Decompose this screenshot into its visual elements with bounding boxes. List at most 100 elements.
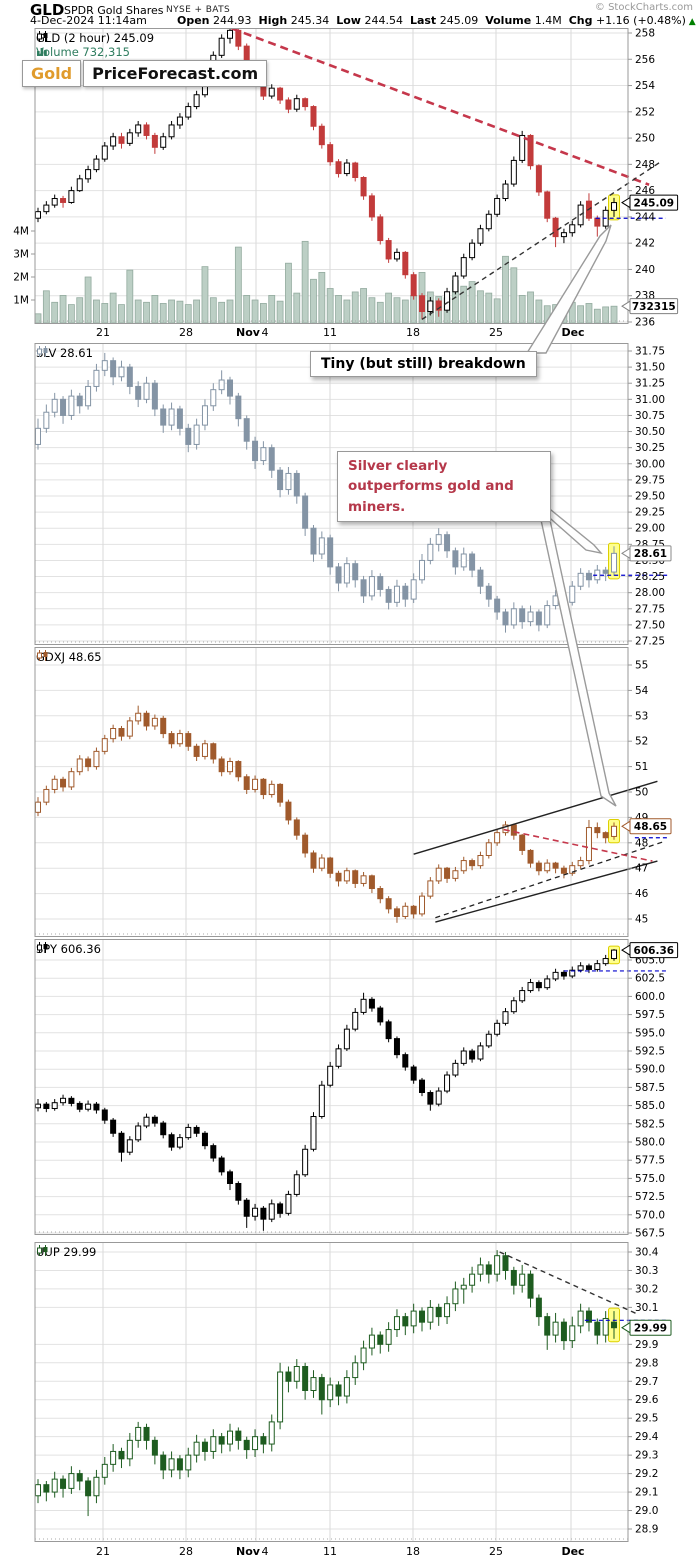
gld-y-tick: 258 [635,28,655,40]
x-axis-label: 11 [323,1545,337,1558]
uup-y-tick: 30.2 [635,1283,658,1295]
uup-y-tick: 29.2 [635,1468,658,1480]
uup-y-tick: 29.8 [635,1357,658,1369]
x-axis-label: Dec [561,326,585,339]
slv-y-tick: 30.50 [635,426,665,438]
gld-y-tick: 246 [635,185,655,197]
slv-y-tick: 31.75 [635,346,665,358]
copyright: © StockCharts.com [594,2,693,13]
slv-y-tick: 31.50 [635,362,665,374]
quote-field-value: 1.4M [531,14,562,27]
x-axis-label: 11 [323,326,337,339]
spy-y-tick: 597.5 [635,1009,665,1021]
gld-y-tick: 256 [635,54,655,66]
gdxj-y-tick: 47 [635,863,648,875]
uup-panel: 30.4 30.3 30.2 30.1 29.9 29.8 29.7 29.6 29.5 29.4… [34,1242,672,1542]
slv-y-tick: 28.25 [635,571,665,583]
svg-text:606.36: 606.36 [634,945,675,957]
slv-y-tick: 29.75 [635,474,665,486]
spy-legend-label: SPY 606.36 [36,942,101,956]
spy-y-tick: 602.5 [635,973,665,985]
uup-y-tick: 30.3 [635,1265,658,1277]
slv-y-tick: 30.00 [635,458,665,470]
gdxj-y-tick: 48 [635,837,648,849]
quote-field-label: High [258,14,288,27]
volume-icon [37,47,47,56]
change-up-icon: ▲ [685,17,696,27]
gld-y-tick: 236 [635,317,655,327]
quote-strip: Open 244.93 High 245.34 Low 244.54 Last 245… [170,14,696,27]
spy-y-tick: 577.5 [635,1155,665,1167]
x-axis-label: 18 [406,1545,420,1558]
slv-legend: SLV 28.61 [36,346,93,360]
gld-y-tick: 244 [635,211,655,223]
symbol-name: SPDR Gold Shares [64,4,164,17]
uup-legend: UUP 29.99 [36,1245,96,1259]
gdxj-legend: GDXJ 48.65 [36,650,102,664]
quote-datetime: 4-Dec-2024 11:14am [30,14,147,27]
quote-field-value: 244.93 [209,14,252,27]
gld-legend: GLD (2 hour) 245.09 [36,31,154,45]
gdxj-y-tick: 54 [635,685,649,697]
slv-y-tick: 29.25 [635,507,665,519]
quote-field-label: Low [336,14,361,27]
x-axis-label: 4 [261,326,269,339]
x-axis-label: 18 [406,326,420,339]
uup-y-tick: 30.4 [635,1247,659,1259]
slv-legend-label: SLV 28.61 [36,346,93,360]
volume-y-tick: 4M [13,226,29,238]
slv-y-tick: 30.75 [635,410,665,422]
slv-y-tick: 27.25 [635,636,665,648]
svg-text:29.99: 29.99 [634,1323,667,1335]
volume-y-tick: 2M [13,272,29,284]
quote-field-label: Last [409,14,437,27]
spy-y-tick: 585.0 [635,1100,665,1112]
gdxj-price-tag: 48.65 [621,818,672,835]
uup-price-tag: 29.99 [621,1319,672,1336]
gld-y-tick: 248 [635,159,655,171]
spy-panel: 605.0602.5600.0597.5595.0592.5590.0587.5… [34,939,679,1237]
spy-y-tick: 590.0 [635,1064,665,1076]
spy-y-tick: 572.5 [635,1191,665,1203]
gdxj-y-tick: 45 [635,914,648,926]
spy-y-tick: 582.5 [635,1118,665,1130]
quote-row: 4-Dec-2024 11:14am Open 244.93 High 245.3… [0,14,700,27]
slv-y-tick: 29.00 [635,523,665,535]
spy-y-tick: 600.0 [635,991,665,1003]
candlestick-icon [37,650,48,661]
quote-field-label: Chg [568,14,593,27]
gld-y-tick: 242 [635,238,655,250]
gdxj-y-tick: 53 [635,710,648,722]
candlestick-icon [37,31,48,42]
gdxj-y-tick: 55 [635,660,648,672]
svg-text:28.61: 28.61 [634,548,667,560]
uup-y-tick: 29.3 [635,1450,658,1462]
gdxj-y-tick: 50 [635,787,648,799]
gld-legend-label: Volume 732,315 [36,44,130,59]
x-axis-label: 28 [179,326,193,339]
x-axis-label: 4 [261,1545,269,1558]
uup-y-tick: 29.6 [635,1394,659,1406]
silver-annotation: Silver clearly outperforms gold and mine… [337,451,551,522]
slv-y-tick: 27.75 [635,603,665,615]
uup-x-axis: 21 28 Nov 4 11 18 25 Dec [0,1545,700,1559]
gdxj-y-tick: 52 [635,736,648,748]
x-axis-label: Nov [236,1545,260,1558]
gld-y-tick: 252 [635,106,655,118]
gld-price-tag: 245.09 [621,194,679,211]
spy-legend: SPY 606.36 [36,942,101,956]
candlestick-icon [37,1245,48,1256]
exchange: NYSE + BATS [166,5,231,15]
x-axis-label: Dec [561,1545,585,1558]
candlestick-icon [37,346,48,357]
gdxj-y-tick: 46 [635,888,649,900]
svg-text:732315: 732315 [632,301,676,313]
chart-header: GLD SPDR Gold Shares NYSE + BATS © Stock… [0,1,700,19]
spy-price-tag: 606.36 [621,942,679,959]
quote-field-value: 245.34 [287,14,330,27]
gld-x-axis: 21 28 Nov 4 11 18 25 Dec [0,326,700,340]
volume-y-tick: 1M [13,295,29,307]
x-axis-label: 28 [179,1545,193,1558]
